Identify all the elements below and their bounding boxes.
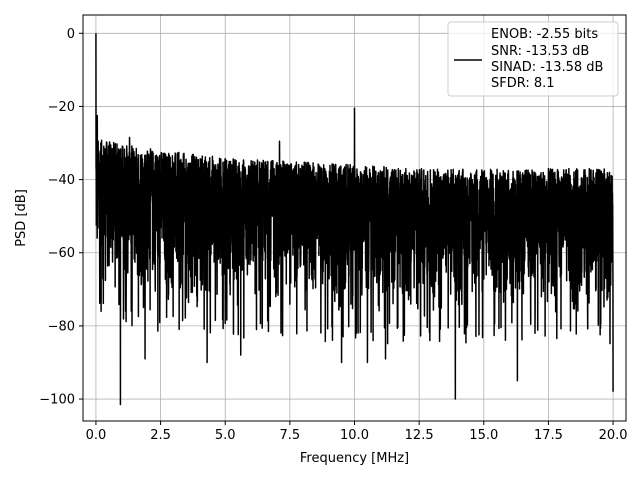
x-tick-label: 15.0 bbox=[469, 428, 498, 443]
x-tick-label: 0.0 bbox=[86, 428, 107, 443]
y-tick-label: −100 bbox=[39, 393, 75, 408]
x-tick-label: 20.0 bbox=[599, 428, 628, 443]
y-axis-ticks: 0 −20 −40 −60 −80 −100 bbox=[39, 27, 83, 408]
y-axis-label: PSD [dB] bbox=[14, 189, 29, 247]
legend-entry-sfdr: SFDR: 8.1 bbox=[491, 76, 555, 91]
y-tick-label: −60 bbox=[48, 246, 75, 261]
y-tick-label: −40 bbox=[48, 173, 75, 188]
x-tick-label: 5.0 bbox=[215, 428, 236, 443]
psd-series bbox=[95, 33, 614, 406]
x-axis-label: Frequency [MHz] bbox=[300, 451, 409, 466]
y-tick-label: −20 bbox=[48, 100, 75, 115]
x-axis-ticks: 0.0 2.5 5.0 7.5 10.0 12.5 15.0 17.5 20.0 bbox=[86, 421, 628, 443]
legend: ENOB: -2.55 bits SNR: -13.53 dB SINAD: -… bbox=[447, 21, 619, 97]
legend-entry-sinad: SINAD: -13.58 dB bbox=[491, 60, 603, 75]
x-tick-label: 12.5 bbox=[405, 428, 434, 443]
x-tick-label: 17.5 bbox=[534, 428, 563, 443]
y-tick-label: 0 bbox=[67, 27, 75, 42]
psd-trace bbox=[95, 33, 614, 406]
x-tick-label: 2.5 bbox=[150, 428, 171, 443]
x-tick-label: 7.5 bbox=[280, 428, 301, 443]
x-tick-label: 10.0 bbox=[340, 428, 369, 443]
legend-entry-snr: SNR: -13.53 dB bbox=[491, 44, 589, 59]
y-tick-label: −80 bbox=[48, 319, 75, 334]
legend-entry-enob: ENOB: -2.55 bits bbox=[491, 27, 598, 42]
legend-frame bbox=[447, 21, 619, 97]
